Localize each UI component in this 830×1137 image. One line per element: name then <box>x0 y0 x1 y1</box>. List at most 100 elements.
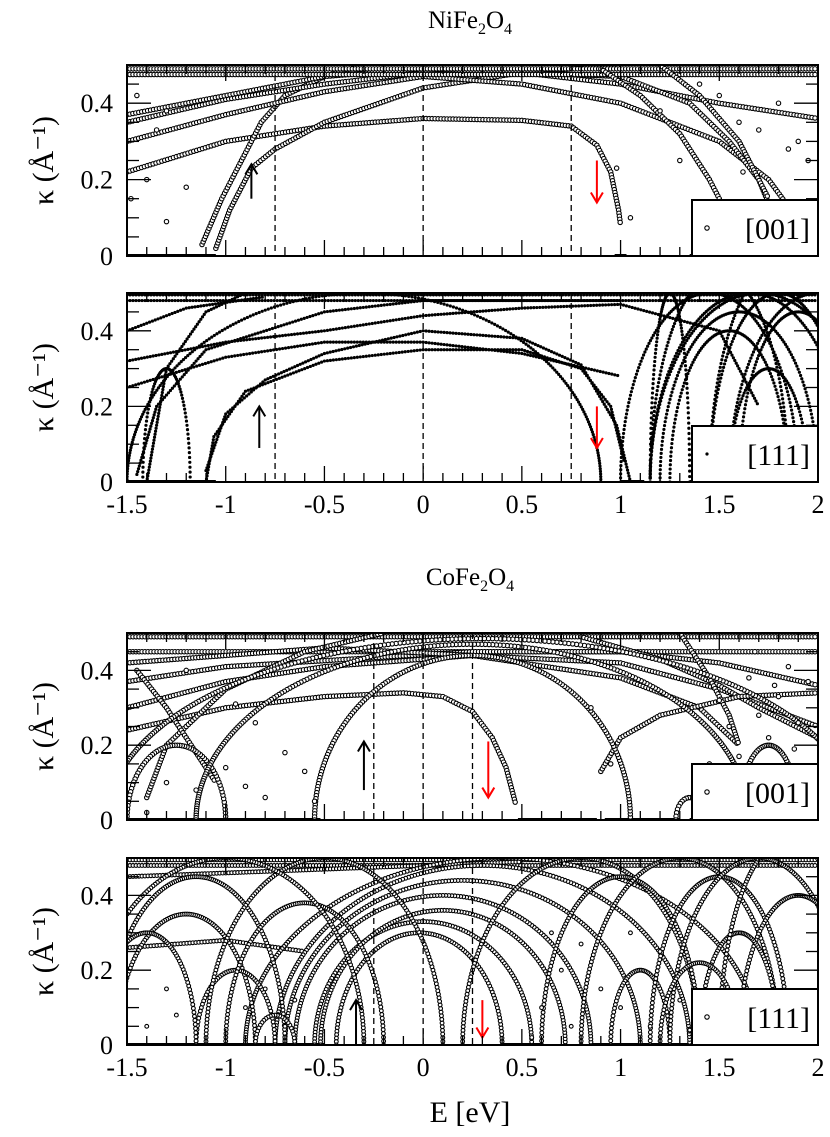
data-point <box>539 345 543 349</box>
data-point <box>478 347 482 351</box>
data-point <box>214 305 219 309</box>
data-point <box>310 295 315 300</box>
data-point <box>391 340 395 344</box>
data-point <box>741 394 745 398</box>
data-point <box>552 293 556 297</box>
data-point <box>750 353 754 357</box>
data-point <box>153 318 157 322</box>
data-point <box>167 372 171 376</box>
data-point <box>755 402 759 406</box>
data-point <box>409 349 413 353</box>
data-point <box>651 418 655 422</box>
data-point <box>355 355 359 359</box>
data-point <box>403 294 408 298</box>
data-point <box>238 293 242 298</box>
data-point <box>156 386 161 390</box>
data-point <box>430 313 434 317</box>
data-point <box>221 420 225 425</box>
data-point <box>820 352 823 355</box>
data-point <box>337 326 341 331</box>
data-point <box>497 298 502 303</box>
data-point <box>705 298 709 303</box>
data-point <box>782 340 786 344</box>
data-point <box>421 329 425 333</box>
data-point <box>793 397 798 401</box>
data-point <box>619 459 623 464</box>
data-point <box>247 334 251 338</box>
data-point <box>685 320 689 324</box>
data-point <box>656 381 661 385</box>
data-point <box>224 341 228 345</box>
data-point <box>604 303 608 307</box>
data-point <box>736 397 740 401</box>
data-point <box>195 364 199 368</box>
y-axis-label: κ (Å⁻¹) <box>27 116 60 205</box>
data-point <box>527 293 532 297</box>
data-point <box>370 304 374 309</box>
data-point <box>454 344 458 348</box>
data-point <box>737 393 741 397</box>
data-point <box>666 340 670 344</box>
data-point <box>155 293 159 297</box>
data-point <box>708 298 712 303</box>
data-point <box>467 310 471 315</box>
data-point <box>214 432 218 436</box>
data-point <box>257 336 261 340</box>
data-point <box>819 323 822 326</box>
data-point <box>675 409 679 414</box>
data-point <box>182 298 186 303</box>
data-point <box>612 298 616 303</box>
data-point <box>585 293 589 297</box>
data-point <box>243 389 248 393</box>
data-point <box>716 92 723 99</box>
data-point <box>531 341 535 345</box>
data-point <box>751 394 755 398</box>
data-point <box>137 464 141 468</box>
data-point <box>768 321 772 325</box>
data-point <box>433 341 437 346</box>
data-point <box>783 418 787 422</box>
data-point <box>142 410 146 414</box>
data-point <box>340 340 344 344</box>
data-point <box>207 309 211 313</box>
data-point <box>625 465 629 469</box>
data-point <box>546 293 550 297</box>
data-point <box>633 298 637 303</box>
data-point <box>679 343 683 347</box>
data-point <box>334 358 338 362</box>
data-point <box>135 472 139 477</box>
data-point <box>166 364 170 368</box>
data-point <box>166 391 171 395</box>
data-point <box>367 322 371 326</box>
data-point <box>436 342 440 346</box>
data-point <box>285 301 289 305</box>
data-point <box>325 309 330 314</box>
data-point <box>313 330 318 334</box>
data-point <box>733 412 737 416</box>
data-point <box>338 298 342 303</box>
data-point <box>734 310 738 315</box>
data-point <box>137 420 141 424</box>
data-point <box>629 390 633 394</box>
data-point <box>156 317 160 321</box>
data-point <box>742 376 746 380</box>
data-point <box>566 362 570 366</box>
data-point <box>349 307 353 311</box>
data-point <box>714 298 718 303</box>
data-point <box>699 320 703 324</box>
data-point <box>760 328 765 332</box>
data-point <box>140 298 144 303</box>
data-point <box>360 343 364 347</box>
data-point <box>231 322 235 326</box>
data-point <box>593 386 597 391</box>
data-point <box>603 397 607 401</box>
y-tick-label: 0 <box>100 242 113 271</box>
data-point <box>810 416 814 420</box>
data-point <box>134 293 138 297</box>
data-point <box>575 364 579 368</box>
data-point <box>493 348 497 352</box>
data-point <box>300 368 304 372</box>
data-point <box>609 407 614 411</box>
data-point <box>275 293 279 297</box>
data-point <box>152 435 157 439</box>
